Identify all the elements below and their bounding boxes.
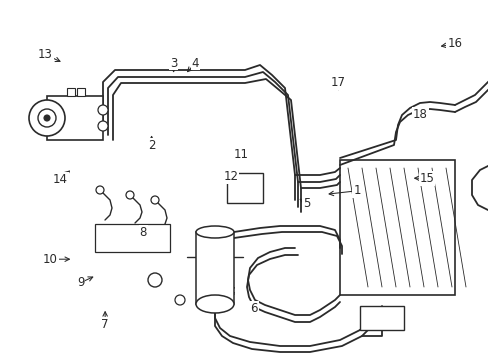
Text: 9: 9 [77,276,84,289]
Text: 16: 16 [447,37,461,50]
Bar [359,306,403,330]
Text: 3: 3 [169,57,177,69]
Circle shape [126,191,134,199]
Circle shape [175,295,184,305]
Circle shape [29,100,65,136]
Ellipse shape [196,295,234,313]
Text: 2: 2 [147,139,155,152]
Bar [95,224,170,252]
Text: 10: 10 [43,253,58,266]
Text: 15: 15 [419,172,433,185]
Bar [77,88,85,96]
Text: 18: 18 [412,108,427,121]
Text: 4: 4 [191,57,199,69]
Bar [196,282,234,304]
Ellipse shape [196,226,234,238]
Text: 6: 6 [250,302,258,315]
Bar [339,160,454,295]
Text: 1: 1 [352,184,360,197]
Bar [226,173,263,203]
Circle shape [96,186,104,194]
Text: 11: 11 [234,148,248,161]
Circle shape [44,115,50,121]
Text: 13: 13 [38,48,53,61]
Circle shape [38,109,56,127]
Bar [196,232,234,304]
Text: 7: 7 [101,318,109,330]
Bar [67,88,75,96]
Text: 8: 8 [139,226,147,239]
Text: 5: 5 [303,197,310,210]
Text: 17: 17 [330,76,345,89]
Text: 12: 12 [223,170,238,183]
Bar [47,96,103,140]
Circle shape [148,273,162,287]
Circle shape [98,105,108,115]
Circle shape [98,121,108,131]
Text: 14: 14 [53,173,67,186]
Circle shape [151,196,159,204]
